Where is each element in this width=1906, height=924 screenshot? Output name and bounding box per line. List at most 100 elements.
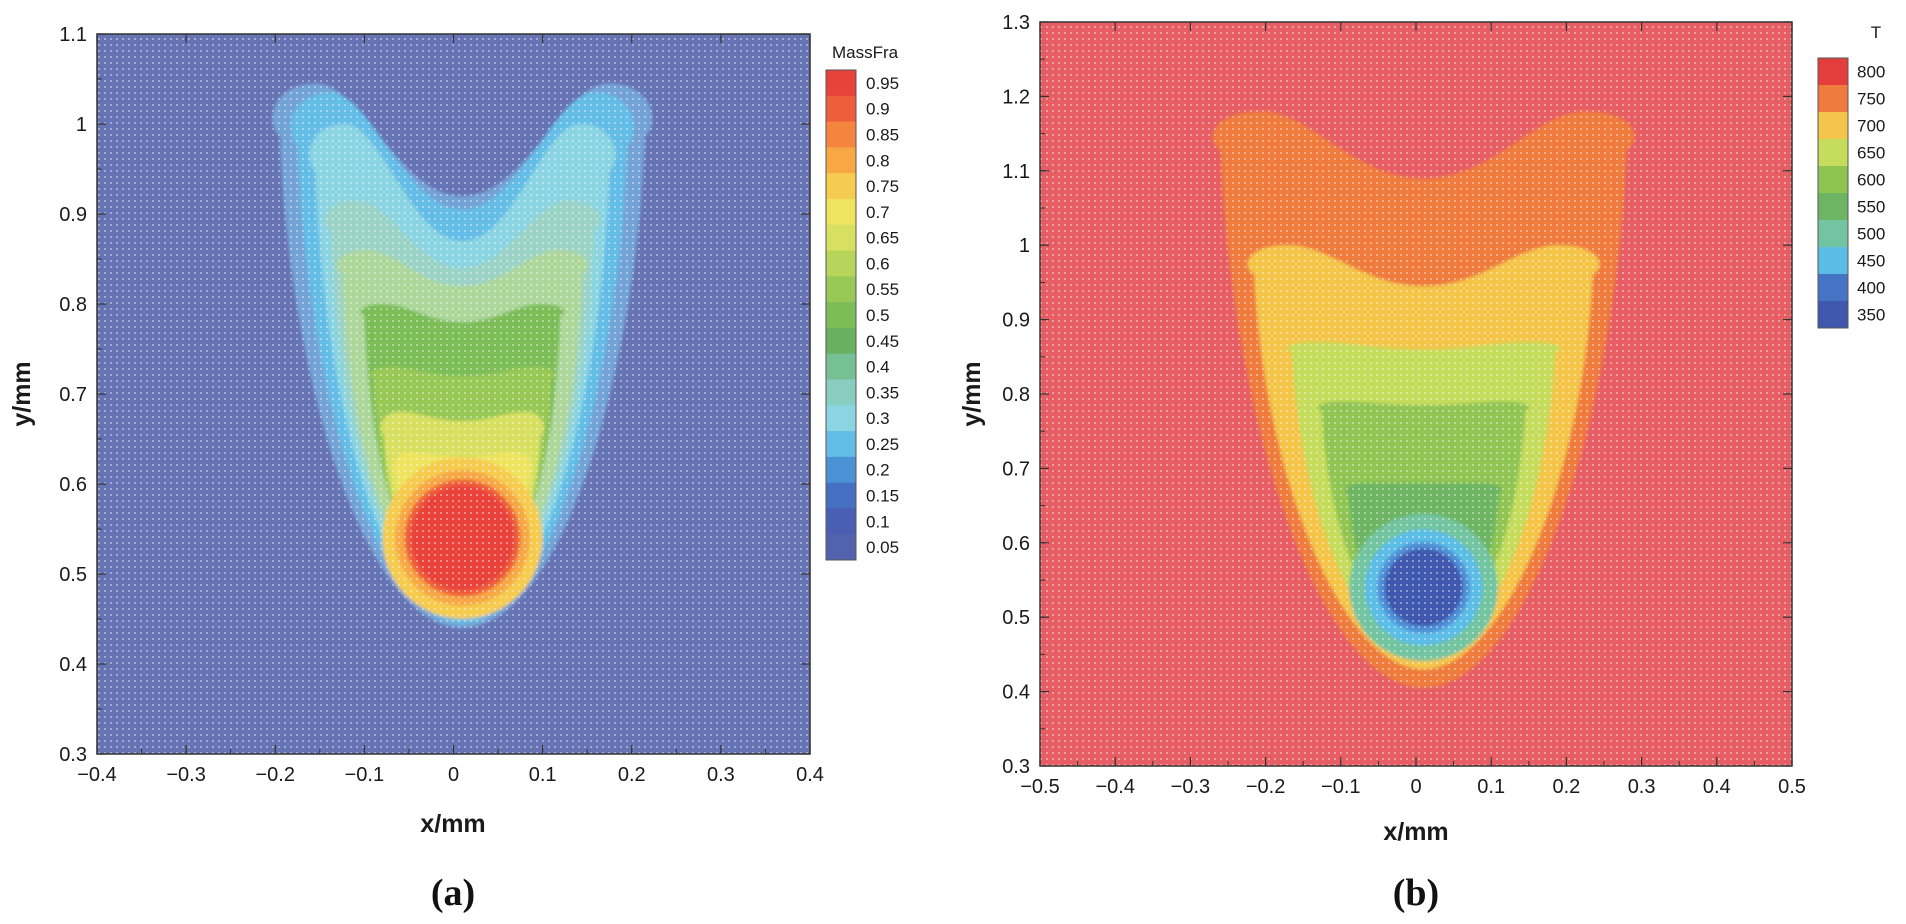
y-tick-label: 0.9 (1002, 310, 1030, 332)
legend-a: MassFra 0.95 0.9 0.85 0.8 0.75 0.7 0.65 0.6 0.55… (825, 43, 899, 561)
legend-level-label: 0.5 (866, 306, 890, 325)
legend-level-label: 0.2 (866, 461, 890, 480)
x-tick-label: 0 (448, 764, 459, 786)
legend-swatch (826, 353, 856, 380)
legend-level-label: 0.3 (866, 409, 890, 428)
legend-level-label: 0.35 (866, 383, 899, 402)
x-tick-label: 0.5 (1778, 776, 1806, 798)
chart-b: −0.5 −0.4 −0.3 −0.2 −0.1 0 0.1 0.2 0.3 0.4 0.5 0.3 0… (958, 12, 1885, 914)
legend-swatch (826, 327, 856, 355)
legend-level-label: 0.1 (866, 512, 890, 531)
x-tick-label: 0.2 (618, 764, 646, 786)
x-tick-label: −0.5 (1020, 776, 1059, 798)
legend-swatch (1818, 85, 1848, 113)
legend-level-label: 350 (1857, 306, 1885, 325)
y-tick-label: 0.9 (59, 204, 87, 226)
legend-level-label: 600 (1857, 171, 1885, 190)
y-tick-label: 1.1 (59, 24, 87, 46)
x-tick-label: 0 (1410, 776, 1421, 798)
legend-b: T 800 750 700 650 600 550 500 450 400 350 (1817, 23, 1885, 329)
legend-level-label: 0.55 (866, 280, 899, 299)
x-tick-label: −0.3 (1171, 776, 1210, 798)
legend-swatch (826, 173, 856, 200)
legend-swatch (826, 198, 856, 226)
y-tick-label: 1.2 (1002, 86, 1030, 108)
panel-label-b: (b) (1393, 872, 1439, 914)
legend-swatch (826, 456, 856, 484)
x-tick-label: 0.1 (1477, 776, 1505, 798)
x-tick-label: −0.3 (166, 764, 205, 786)
legend-swatch (1818, 112, 1848, 140)
plot-b-mesh-overlay (1040, 22, 1792, 766)
legend-swatch (826, 534, 856, 561)
y-tick-label: 0.7 (59, 384, 87, 406)
y-tick-label: 0.4 (59, 654, 87, 676)
axis-a: −0.4 −0.3 −0.2 −0.1 0 0.1 0.2 0.3 0.4 0.3 0.4 0.5 0.… (59, 24, 824, 786)
legend-swatch (826, 70, 856, 97)
legend-level-label: 700 (1857, 117, 1885, 136)
legend-level-label: 0.15 (866, 487, 899, 506)
legend-swatch (1818, 166, 1848, 194)
legend-frame (1817, 57, 1849, 329)
y-tick-label: 0.6 (59, 474, 87, 496)
legend-swatch (826, 147, 856, 174)
legend-swatch (826, 121, 856, 148)
legend-swatch (1818, 58, 1848, 86)
legend-level-label: 550 (1857, 198, 1885, 217)
legend-level-label: 400 (1857, 279, 1885, 298)
legend-level-label: 650 (1857, 144, 1885, 163)
y-tick-label: 1.3 (1002, 12, 1030, 34)
legend-swatch (826, 224, 856, 252)
axis-b: −0.5 −0.4 −0.3 −0.2 −0.1 0 0.1 0.2 0.3 0.4 0.5 0.3 0… (1002, 12, 1806, 798)
x-tick-label: −0.2 (256, 764, 295, 786)
y-tick-label: 0.6 (1002, 533, 1030, 555)
y-tick-label: 0.8 (1002, 384, 1030, 406)
y-axis-label-b: y/mm (958, 361, 986, 426)
legend-swatch (826, 508, 856, 535)
y-tick-label: 0.5 (1002, 607, 1030, 629)
legend-level-label: 500 (1857, 225, 1885, 244)
legend-swatch (826, 250, 856, 277)
x-tick-label: 0.4 (796, 764, 824, 786)
y-tick-label: 0.8 (59, 294, 87, 316)
legend-swatch (1818, 220, 1848, 248)
legend-level-label: 800 (1857, 63, 1885, 82)
legend-swatch (826, 95, 856, 123)
x-tick-label: −0.1 (1321, 776, 1360, 798)
legend-level-label: 0.9 (866, 100, 890, 119)
y-tick-label: 1 (76, 114, 87, 136)
x-axis-label-a: x/mm (420, 810, 485, 838)
x-tick-label: 0.2 (1552, 776, 1580, 798)
legend-level-label: 0.7 (866, 203, 890, 222)
legend-swatch (826, 276, 856, 303)
legend-swatch (826, 431, 856, 458)
panel-label-a: (a) (431, 872, 475, 914)
legend-frame (825, 69, 857, 561)
x-tick-label: 0.4 (1703, 776, 1731, 798)
x-tick-label: −0.1 (345, 764, 384, 786)
y-tick-label: 1 (1019, 235, 1030, 257)
legend-level-label: 450 (1857, 252, 1885, 271)
x-tick-label: −0.4 (77, 764, 116, 786)
x-tick-label: −0.2 (1246, 776, 1285, 798)
x-tick-label: 0.3 (707, 764, 735, 786)
legend-b-title: T (1871, 23, 1881, 42)
legend-swatch (826, 302, 856, 329)
y-tick-label: 0.5 (59, 564, 87, 586)
y-tick-label: 0.4 (1002, 682, 1030, 704)
x-tick-label: 0.3 (1628, 776, 1656, 798)
legend-level-label: 0.25 (866, 435, 899, 454)
legend-level-label: 0.4 (866, 358, 890, 377)
legend-swatch (826, 405, 856, 432)
legend-level-label: 0.05 (866, 538, 899, 557)
legend-a-title: MassFra (832, 43, 899, 62)
legend-swatch (826, 482, 856, 509)
plot-a-mesh-overlay (97, 34, 810, 754)
x-axis-label-b: x/mm (1383, 818, 1448, 846)
y-tick-label: 0.3 (1002, 756, 1030, 778)
legend-level-label: 0.8 (866, 151, 890, 170)
y-axis-label-a: y/mm (8, 361, 36, 426)
x-tick-label: −0.4 (1095, 776, 1134, 798)
legend-swatch (826, 379, 856, 406)
